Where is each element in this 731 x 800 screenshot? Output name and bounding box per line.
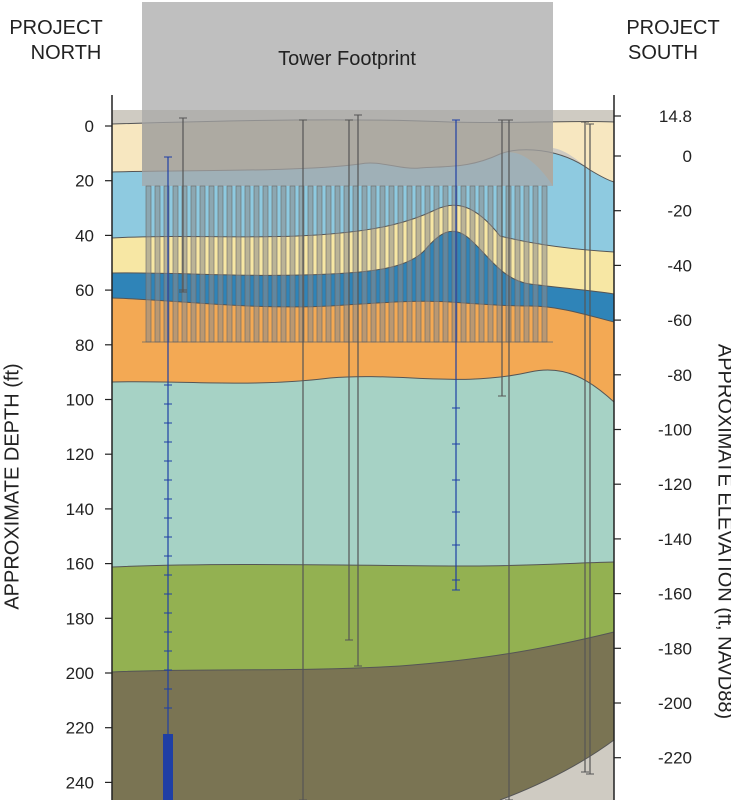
foundation-pile — [217, 185, 224, 343]
right-axis-tick-label: -140 — [658, 530, 692, 549]
foundation-pile — [406, 185, 413, 343]
foundation-pile — [388, 185, 395, 343]
left-axis-tick-label: 40 — [75, 226, 94, 245]
left-axis-tick-label: 160 — [66, 555, 94, 574]
left-axis-tick-label: 200 — [66, 664, 94, 683]
foundation-pile — [289, 185, 296, 343]
right-axis-tick-label: -120 — [658, 475, 692, 494]
foundation-pile — [361, 185, 368, 343]
foundation-pile — [478, 185, 485, 343]
soil-layer-top-left — [112, 124, 142, 172]
foundation-pile — [208, 185, 215, 343]
right-axis-tick-label: 0 — [683, 147, 692, 166]
right-axis-tick-label: -60 — [667, 311, 692, 330]
boring-marker-bar — [163, 734, 173, 800]
foundation-pile — [460, 185, 467, 343]
foundation-pile — [244, 185, 251, 343]
right-axis-tick-label: -20 — [667, 202, 692, 221]
left-axis-tick-label: 20 — [75, 172, 94, 191]
right-axis-tick-label: -100 — [658, 421, 692, 440]
project-north-line1: PROJECT — [9, 17, 103, 39]
foundation-pile — [469, 185, 476, 343]
right-axis: 14.8 0 -20 -40 -60 -80 -100 -120 -140 -160 -180 -20… — [613, 95, 692, 800]
foundation-pile — [307, 185, 314, 343]
left-axis-tick-label: 100 — [66, 391, 94, 410]
foundation-pile — [424, 185, 431, 343]
foundation-pile — [172, 185, 179, 343]
foundation-pile — [397, 185, 404, 343]
project-north-line2: NORTH — [30, 42, 102, 64]
right-axis-tick-label: -160 — [658, 585, 692, 604]
foundation-pile — [352, 185, 359, 343]
foundation-pile — [199, 185, 206, 343]
foundation-pile — [145, 185, 152, 343]
right-axis-title: APPROXIMATE ELEVATION (ft, NAVD88) — [713, 343, 731, 720]
left-axis-tick-label: 180 — [66, 609, 94, 628]
foundation-pile — [271, 185, 278, 343]
right-axis-tick-label: -220 — [658, 749, 692, 768]
foundation-pile — [370, 185, 377, 343]
right-axis-tick-label: 14.8 — [659, 107, 692, 126]
borings — [163, 114, 594, 800]
soil-layer-green — [112, 562, 614, 672]
foundation-pile — [190, 185, 197, 343]
foundation-pile — [433, 185, 440, 343]
foundation-pile — [316, 185, 323, 343]
left-axis-tick-label: 140 — [66, 500, 94, 519]
left-axis: 0 20 40 60 80 100 120 140 160 180 200 220 240 — [66, 95, 113, 800]
foundation-pile — [253, 185, 260, 343]
foundation-pile — [523, 185, 530, 343]
foundation-pile — [280, 185, 287, 343]
right-axis-tick-label: -180 — [658, 639, 692, 658]
foundation-pile — [226, 185, 233, 343]
project-south-label: PROJECT SOUTH — [618, 16, 728, 66]
foundation-pile — [379, 185, 386, 343]
foundation-pile — [487, 185, 494, 343]
project-south-line2: SOUTH — [628, 42, 698, 64]
left-axis-tick-label: 240 — [66, 773, 94, 792]
foundation-piles — [142, 185, 553, 343]
left-axis-tick-label: 0 — [85, 117, 94, 136]
left-axis-tick-label: 60 — [75, 281, 94, 300]
right-axis-tick-label: -200 — [658, 694, 692, 713]
foundation-pile — [334, 185, 341, 343]
right-axis-tick-label: -80 — [667, 366, 692, 385]
soil-layer-top-right — [553, 120, 614, 182]
foundation-pile — [343, 185, 350, 343]
foundation-pile — [532, 185, 539, 343]
tower-footprint — [142, 2, 553, 343]
tower-footprint-box — [142, 2, 553, 186]
foundation-pile — [415, 185, 422, 343]
left-axis-tick-label: 220 — [66, 719, 94, 738]
left-axis-tick-label: 120 — [66, 445, 94, 464]
foundation-pile — [235, 185, 242, 343]
foundation-pile — [325, 185, 332, 343]
foundation-pile — [496, 185, 503, 343]
left-axis-title: APPROXIMATE DEPTH (ft) — [1, 363, 24, 610]
soil-layer-light-teal — [112, 369, 614, 567]
right-axis-tick-label: -40 — [667, 256, 692, 275]
project-north-label: PROJECT NORTH — [6, 16, 106, 66]
foundation-pile — [262, 185, 269, 343]
foundation-pile — [154, 185, 161, 343]
tower-footprint-label: Tower Footprint — [278, 48, 416, 70]
foundation-pile — [514, 185, 521, 343]
project-south-line1: PROJECT — [626, 17, 720, 39]
foundation-pile — [541, 185, 548, 343]
foundation-pile — [442, 185, 449, 343]
left-axis-tick-label: 80 — [75, 336, 94, 355]
soil-layer-dark-olive — [112, 632, 614, 800]
